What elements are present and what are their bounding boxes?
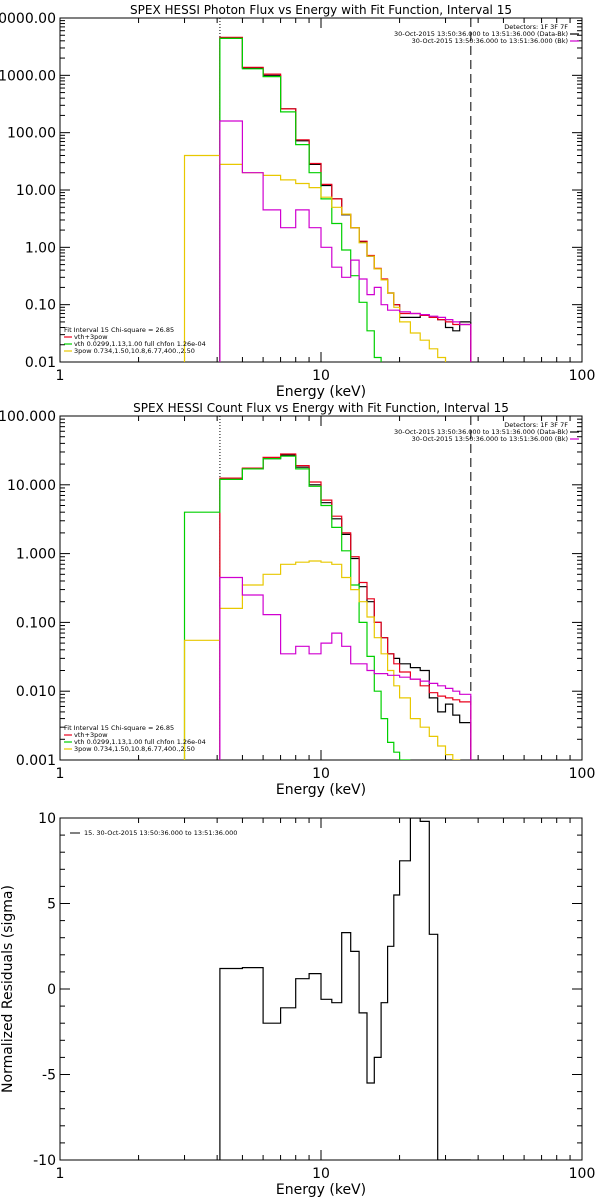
legend: Fit Interval 15 Chi-square = 26.85vth+3p… [64,724,206,753]
series-vth [183,455,411,760]
x-tick-label: 1 [56,368,65,384]
x-tick-label: 100 [569,766,596,782]
y-tick-label: 10.00 [16,183,56,199]
chart-title: SPEX HESSI Count Flux vs Energy with Fit… [133,401,509,415]
x-axis: 1 10 100 [56,416,596,782]
y-tick-label: 0.100 [16,615,56,631]
x-tick-label: 10 [312,1166,330,1182]
y-tick-label: 0.010 [16,684,56,700]
y-tick-label: -5 [42,1068,56,1084]
series-3pow [183,560,472,760]
y-tick-label: 100.00 [7,126,56,142]
chart-panel-1: SPEX HESSI Photon Flux vs Energy with Fi… [0,3,595,400]
series-vth [219,37,389,362]
legend-entry: vth+3pow [74,731,108,739]
chart-panel-3: 1 10 100 Energy (keV) -10 -5 0 5 10 Normalized Re… [0,811,595,1198]
x-tick-label: 1 [56,1166,65,1182]
y-tick-label: 0.10 [25,298,56,314]
y-tick-label: 1000.00 [0,68,56,84]
series-bk [219,576,472,760]
x-axis-label: Energy (keV) [276,1182,366,1198]
legend-entry: 15. 30-Oct-2015 13:50:36.000 to 13:51:36… [84,829,237,837]
y-axis: 0.001 0.010 0.100 1.000 10.000 100.000 [0,409,582,769]
header-line: 30-Oct-2015 13:50:36.000 to 13:51:36.000… [412,37,568,45]
y-axis: 0.01 0.10 1.00 10.00 100.00 1000.00 0000.00 [0,11,582,371]
y-tick-label: 1.00 [25,240,56,256]
legend: 15. 30-Oct-2015 13:50:36.000 to 13:51:36… [70,829,237,837]
legend-entry: 3pow 0.734,1.50,10.8,6.77,400.,2.50 [74,347,195,355]
plot-area [219,818,471,1160]
header-line: Detectors: 1F 3F 7F [504,421,568,429]
x-axis: 1 10 100 [56,18,596,384]
legend-entry: vth+3pow [74,333,108,341]
y-axis-label: Normalized Residuals (sigma) [0,885,16,1093]
header-line: 30-Oct-2015 13:50:36.000 to 13:51:36.000… [394,30,568,38]
y-tick-label: 0.001 [16,753,56,769]
y-tick-label: 10.000 [7,478,56,494]
y-tick-label: 10 [38,811,56,827]
plot-area [183,18,472,362]
legend-title: Fit Interval 15 Chi-square = 26.85 [64,326,174,334]
chart-title: SPEX HESSI Photon Flux vs Energy with Fi… [130,3,512,17]
y-tick-label: 5 [47,897,56,913]
legend-title: Fit Interval 15 Chi-square = 26.85 [64,724,174,732]
x-axis-label: Energy (keV) [276,384,366,400]
series-data-bk [219,37,472,362]
x-tick-label: 1 [56,766,65,782]
x-tick-label: 10 [312,368,330,384]
header-line: 30-Oct-2015 13:50:36.000 to 13:51:36.000… [412,435,568,443]
x-tick-label: 10 [312,766,330,782]
y-tick-label: 100.000 [0,409,56,425]
series-3pow [183,154,472,362]
y-tick-label: -10 [33,1153,56,1169]
y-tick-label: 0.01 [25,355,56,371]
plot-area [183,416,472,760]
legend-entry: vth 0.0299,1.13,1.00 full chfon 1.26e-04 [74,738,206,746]
y-tick-label: 0000.00 [0,11,56,27]
series-data-bk [219,454,472,760]
x-axis: 1 10 100 [56,818,596,1182]
series-residuals [219,818,471,1160]
legend-entry: vth 0.0299,1.13,1.00 full chfon 1.26e-04 [74,340,206,348]
header-line: Detectors: 1F 3F 7F [504,23,568,31]
header-line: 30-Oct-2015 13:50:36.000 to 13:51:36.000… [394,428,568,436]
x-tick-label: 100 [569,368,596,384]
x-tick-label: 100 [569,1166,596,1182]
series-vth-3pow [219,36,472,362]
legend: Fit Interval 15 Chi-square = 26.85vth+3p… [64,326,206,355]
y-axis: -10 -5 0 5 10 [33,811,582,1169]
y-tick-label: 0 [47,982,56,998]
chart-panel-2: SPEX HESSI Count Flux vs Energy with Fit… [0,401,595,798]
y-tick-label: 1.000 [16,547,56,563]
series-vth-3pow [219,453,472,760]
series-bk [219,120,472,362]
legend-entry: 3pow 0.734,1.50,10.8,6.77,400.,2.50 [74,745,195,753]
plot-frame [59,415,583,761]
x-axis-label: Energy (keV) [276,782,366,798]
